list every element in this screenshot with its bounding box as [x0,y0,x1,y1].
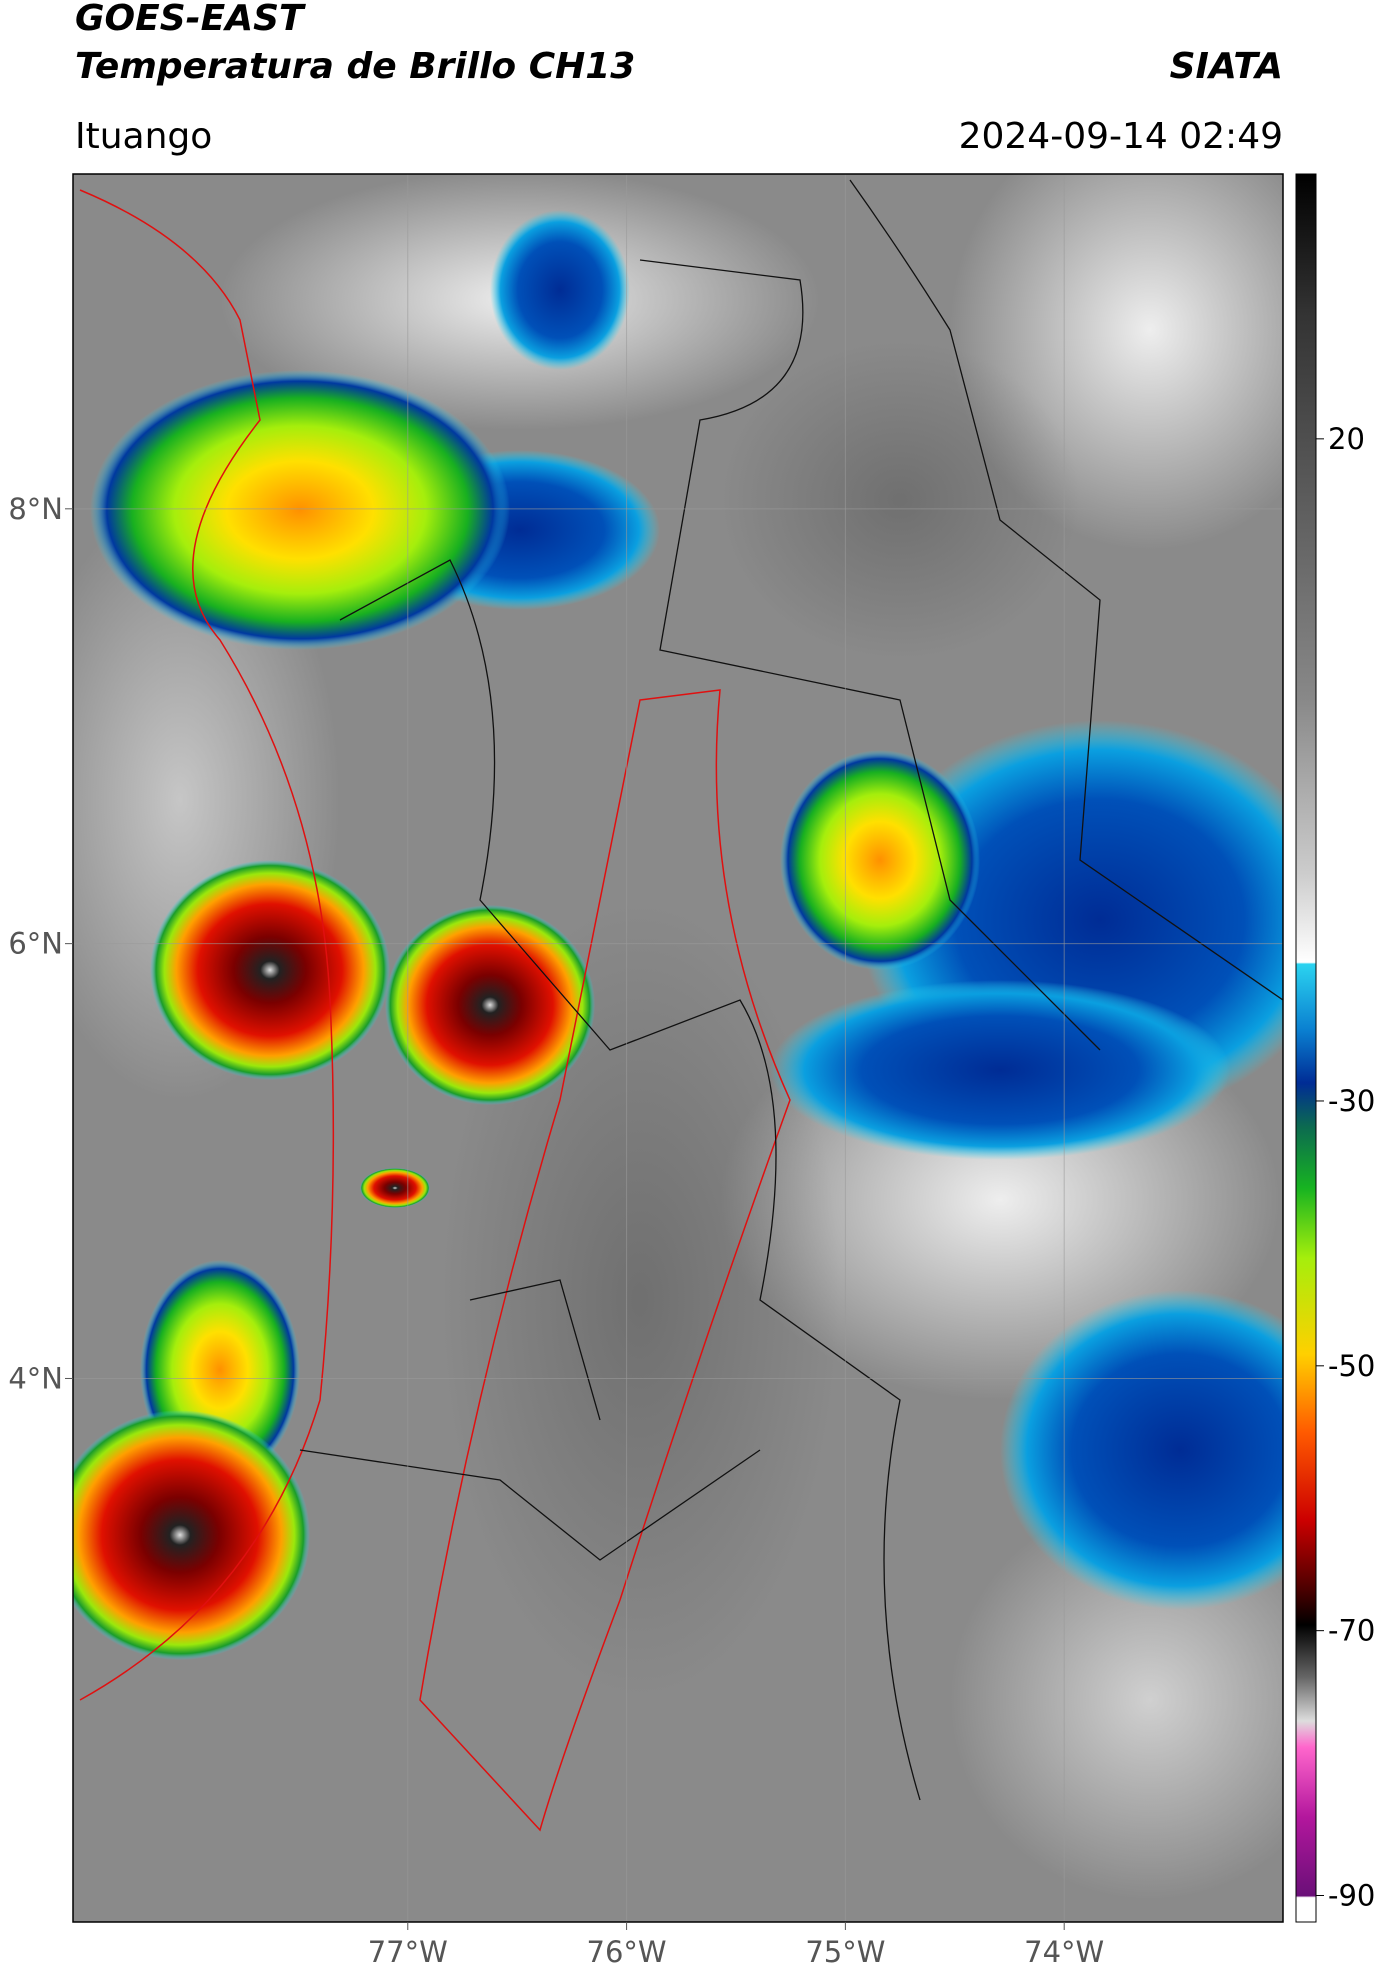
colorbar-tick-label: 20 [1328,422,1365,456]
map-frame [72,173,1284,1923]
y-tick-label: 8°N [8,492,63,526]
x-tick-label: 76°W [587,1935,667,1969]
satellite-image [73,174,1283,1922]
location: Ituango [75,116,212,157]
y-tick-label: 4°N [8,1361,63,1395]
source: SIATA [1170,46,1283,87]
datetime: 2024-09-14 02:49 [959,116,1283,157]
x-tick-label: 75°W [805,1935,885,1969]
colorbar-tick-label: -90 [1328,1879,1375,1913]
colorbar-tick-label: -70 [1328,1614,1375,1648]
x-tick-label: 77°W [368,1935,448,1969]
colorbar-tick-label: -50 [1328,1349,1375,1383]
x-tick-label: 74°W [1024,1935,1104,1969]
grid [73,174,1283,1922]
subtitle: Temperatura de Brillo CH13 [75,46,635,87]
colorbar [1295,173,1317,1923]
colorbar-tick-label: -30 [1328,1084,1375,1118]
title: GOES-EAST [75,0,306,39]
y-tick-label: 6°N [8,927,63,961]
